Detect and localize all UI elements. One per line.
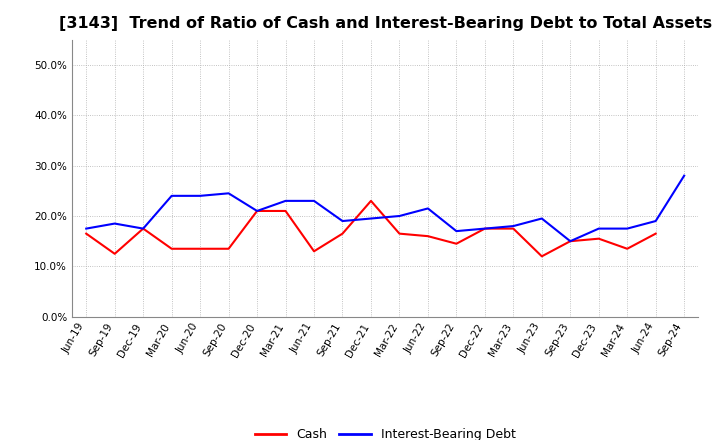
- Interest-Bearing Debt: [509, 224, 518, 229]
- Cash: [509, 226, 518, 231]
- Cash: [452, 241, 461, 246]
- Legend: Cash, Interest-Bearing Debt: Cash, Interest-Bearing Debt: [255, 429, 516, 440]
- Interest-Bearing Debt: [623, 226, 631, 231]
- Interest-Bearing Debt: [366, 216, 375, 221]
- Interest-Bearing Debt: [480, 226, 489, 231]
- Cash: [253, 208, 261, 213]
- Line: Interest-Bearing Debt: Interest-Bearing Debt: [86, 176, 684, 241]
- Cash: [225, 246, 233, 251]
- Interest-Bearing Debt: [253, 208, 261, 213]
- Cash: [566, 238, 575, 244]
- Cash: [480, 226, 489, 231]
- Cash: [139, 226, 148, 231]
- Cash: [310, 249, 318, 254]
- Cash: [110, 251, 119, 257]
- Interest-Bearing Debt: [110, 221, 119, 226]
- Interest-Bearing Debt: [652, 218, 660, 224]
- Interest-Bearing Debt: [82, 226, 91, 231]
- Cash: [623, 246, 631, 251]
- Cash: [338, 231, 347, 236]
- Interest-Bearing Debt: [139, 226, 148, 231]
- Cash: [423, 234, 432, 239]
- Cash: [537, 254, 546, 259]
- Interest-Bearing Debt: [310, 198, 318, 204]
- Interest-Bearing Debt: [452, 228, 461, 234]
- Interest-Bearing Debt: [423, 206, 432, 211]
- Interest-Bearing Debt: [338, 218, 347, 224]
- Interest-Bearing Debt: [395, 213, 404, 219]
- Interest-Bearing Debt: [225, 191, 233, 196]
- Cash: [82, 231, 91, 236]
- Title: [3143]  Trend of Ratio of Cash and Interest-Bearing Debt to Total Assets: [3143] Trend of Ratio of Cash and Intere…: [58, 16, 712, 32]
- Line: Cash: Cash: [86, 201, 656, 257]
- Interest-Bearing Debt: [537, 216, 546, 221]
- Cash: [167, 246, 176, 251]
- Interest-Bearing Debt: [595, 226, 603, 231]
- Interest-Bearing Debt: [282, 198, 290, 204]
- Cash: [652, 231, 660, 236]
- Cash: [395, 231, 404, 236]
- Interest-Bearing Debt: [167, 193, 176, 198]
- Cash: [196, 246, 204, 251]
- Interest-Bearing Debt: [566, 238, 575, 244]
- Cash: [366, 198, 375, 204]
- Interest-Bearing Debt: [680, 173, 688, 178]
- Cash: [282, 208, 290, 213]
- Interest-Bearing Debt: [196, 193, 204, 198]
- Cash: [595, 236, 603, 241]
